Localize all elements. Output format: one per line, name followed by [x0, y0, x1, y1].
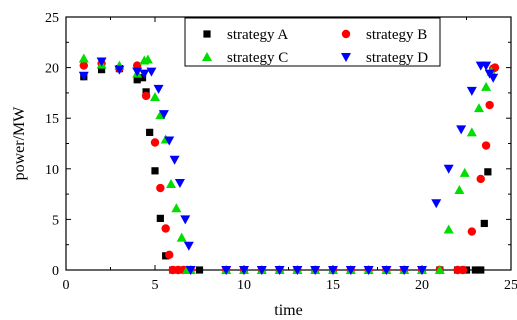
data-point: [164, 136, 175, 146]
legend-label: strategy B: [366, 27, 427, 43]
data-point: [399, 266, 410, 275]
y-tick-label: 5: [52, 213, 59, 228]
data-point: [161, 224, 170, 233]
data-point: [176, 232, 187, 242]
data-point: [156, 214, 164, 222]
x-tick-label: 15: [326, 278, 340, 293]
data-point: [142, 54, 153, 64]
data-point: [431, 199, 442, 209]
data-point: [183, 241, 194, 251]
legend-box: [184, 17, 441, 67]
x-tick-label: 0: [63, 278, 70, 293]
data-point: [459, 167, 470, 177]
data-point: [158, 110, 169, 120]
data-point: [443, 164, 454, 174]
data-point: [165, 250, 174, 260]
legend-marker: [203, 30, 211, 38]
legend-marker: [202, 52, 212, 61]
data-point: [456, 125, 467, 135]
data-point: [239, 266, 249, 275]
data-point: [79, 61, 89, 70]
data-point: [151, 167, 159, 175]
data-point: [256, 266, 267, 275]
data-point: [78, 53, 89, 63]
data-point: [363, 266, 374, 275]
data-point: [150, 91, 160, 101]
data-point: [466, 86, 477, 96]
data-point: [345, 266, 356, 275]
data-point: [133, 76, 141, 84]
data-point: [166, 178, 177, 188]
data-point: [485, 100, 494, 110]
data-point: [328, 266, 338, 275]
data-point: [434, 265, 445, 274]
data-point: [139, 69, 150, 79]
legend-label: strategy A: [227, 27, 288, 43]
y-axis-title: power/MW: [11, 106, 28, 181]
x-tick-label: 25: [504, 278, 517, 293]
data-point: [471, 266, 479, 274]
data-point: [146, 67, 157, 77]
y-tick-label: 15: [45, 112, 59, 127]
data-point: [476, 174, 485, 184]
axis-tick-labels: 0 5 10 15 20 25 0 5 10 15 20 25: [45, 11, 517, 293]
legend-label: strategy D: [366, 50, 428, 66]
legend-label: strategy C: [227, 50, 288, 66]
data-point: [467, 227, 477, 236]
data-point: [417, 266, 427, 275]
y-tick-label: 25: [45, 11, 59, 26]
data-point: [381, 266, 392, 275]
data-point: [292, 266, 303, 275]
data-point: [481, 61, 492, 71]
legend-marker: [341, 53, 351, 62]
data-point: [310, 266, 321, 275]
data-point: [473, 103, 484, 113]
data-point: [171, 203, 182, 213]
y-tick-label: 10: [45, 163, 59, 178]
data-point: [195, 266, 204, 274]
data-point: [169, 155, 180, 165]
data-point: [185, 266, 196, 275]
data-point: [150, 138, 160, 147]
data-point: [98, 66, 106, 74]
legend: strategy A strategy B strategy C strategy D: [184, 17, 441, 67]
data-point: [477, 266, 485, 274]
data-point: [466, 127, 477, 137]
data-markers: [78, 53, 500, 275]
data-point: [114, 65, 125, 75]
data-point: [153, 84, 164, 94]
y-tick-label: 20: [45, 62, 59, 77]
data-point: [180, 215, 191, 225]
x-tick-label: 10: [237, 278, 251, 293]
data-point: [454, 185, 465, 195]
data-point: [481, 141, 491, 150]
data-point: [174, 178, 185, 188]
x-axis-title: time: [274, 302, 302, 319]
data-point: [221, 266, 232, 275]
y-tick-label: 0: [52, 264, 59, 279]
data-point: [138, 74, 147, 82]
data-point: [156, 183, 165, 193]
data-point: [484, 168, 492, 176]
data-point: [141, 91, 151, 101]
data-point: [481, 81, 492, 91]
data-point: [274, 266, 285, 275]
data-point: [78, 71, 89, 81]
data-point: [488, 73, 499, 83]
legend-marker: [341, 29, 351, 39]
data-point: [146, 128, 154, 136]
data-point: [480, 219, 488, 228]
data-point: [458, 265, 468, 275]
x-tick-label: 5: [152, 278, 159, 293]
data-point: [96, 57, 107, 67]
series-strategy-d: [78, 57, 499, 275]
x-tick-label: 20: [415, 278, 429, 293]
data-point: [443, 224, 454, 234]
